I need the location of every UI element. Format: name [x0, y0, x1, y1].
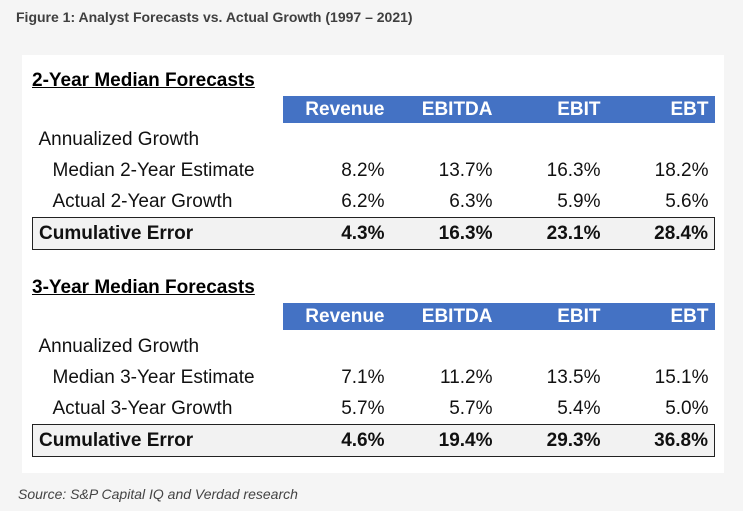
tables-panel: 2-Year Median Forecasts Revenue EBITDA E…	[22, 55, 724, 473]
column-header-ebit: EBIT	[498, 303, 607, 330]
table-row: Actual 2-Year Growth 6.2% 6.3% 5.9% 5.6%	[33, 186, 715, 218]
column-header-ebit: EBIT	[498, 96, 607, 123]
table-row: Median 3-Year Estimate 7.1% 11.2% 13.5% …	[33, 362, 715, 393]
header-blank-cell	[32, 96, 283, 123]
table-row: Median 2-Year Estimate 8.2% 13.7% 16.3% …	[33, 155, 715, 186]
row-label: Median 2-Year Estimate	[52, 160, 255, 181]
section-label-row: Annualized Growth	[33, 330, 715, 362]
table-header-row: Revenue EBITDA EBIT EBT	[32, 96, 715, 123]
row-label: Median 3-Year Estimate	[52, 367, 255, 388]
row-label: Actual 3-Year Growth	[52, 398, 233, 419]
table-row: Actual 3-Year Growth 5.7% 5.7% 5.4% 5.0%	[33, 393, 715, 425]
cell-value: 29.3%	[498, 424, 607, 457]
cell-value: 8.2%	[341, 160, 385, 181]
column-header-ebitda: EBITDA	[390, 303, 499, 330]
column-header-ebt: EBT	[606, 96, 715, 123]
column-header-revenue: Revenue	[282, 303, 391, 330]
section-label: Annualized Growth	[38, 335, 200, 357]
cell-value: 4.3%	[282, 217, 391, 250]
table-header-row: Revenue EBITDA EBIT EBT	[32, 303, 715, 330]
row-label: Actual 2-Year Growth	[52, 191, 233, 212]
cell-value: 18.2%	[654, 160, 709, 181]
cell-value: 5.7%	[449, 398, 493, 419]
cell-value: 19.4%	[390, 424, 499, 457]
section-label: Annualized Growth	[38, 128, 200, 150]
cell-value: 28.4%	[606, 217, 715, 250]
two-year-forecast-block: 2-Year Median Forecasts Revenue EBITDA E…	[32, 69, 715, 250]
cell-value: 5.9%	[557, 191, 601, 212]
section-label-row: Annualized Growth	[33, 123, 715, 155]
cumulative-error-row: Cumulative Error 4.3% 16.3% 23.1% 28.4%	[32, 217, 715, 250]
cell-value: 6.2%	[341, 191, 385, 212]
two-year-table-title: 2-Year Median Forecasts	[32, 70, 255, 91]
figure-title: Figure 1: Analyst Forecasts vs. Actual G…	[16, 9, 413, 25]
column-header-ebt: EBT	[606, 303, 715, 330]
cell-value: 7.1%	[341, 367, 385, 388]
cumulative-error-row: Cumulative Error 4.6% 19.4% 29.3% 36.8%	[32, 424, 715, 457]
cell-value: 13.7%	[438, 160, 493, 181]
column-header-revenue: Revenue	[282, 96, 391, 123]
cell-value: 4.6%	[282, 424, 391, 457]
cell-value: 5.7%	[341, 398, 385, 419]
cell-value: 6.3%	[449, 191, 493, 212]
cell-value: 5.4%	[557, 398, 601, 419]
header-blank-cell	[32, 303, 283, 330]
column-header-ebitda: EBITDA	[390, 96, 499, 123]
row-label: Cumulative Error	[32, 217, 283, 250]
cell-value: 5.0%	[665, 398, 709, 419]
cell-value: 5.6%	[665, 191, 709, 212]
three-year-forecast-table: Revenue EBITDA EBIT EBT Annualized Growt…	[32, 303, 715, 457]
cell-value: 16.3%	[390, 217, 499, 250]
cell-value: 36.8%	[606, 424, 715, 457]
cell-value: 23.1%	[498, 217, 607, 250]
two-year-forecast-table: Revenue EBITDA EBIT EBT Annualized Growt…	[32, 96, 715, 250]
three-year-table-title: 3-Year Median Forecasts	[32, 277, 255, 298]
cell-value: 13.5%	[546, 367, 601, 388]
cell-value: 16.3%	[546, 160, 601, 181]
cell-value: 15.1%	[654, 367, 709, 388]
cell-value: 11.2%	[440, 367, 493, 388]
source-note: Source: S&P Capital IQ and Verdad resear…	[18, 486, 298, 502]
row-label: Cumulative Error	[32, 424, 283, 457]
three-year-forecast-block: 3-Year Median Forecasts Revenue EBITDA E…	[32, 276, 715, 457]
